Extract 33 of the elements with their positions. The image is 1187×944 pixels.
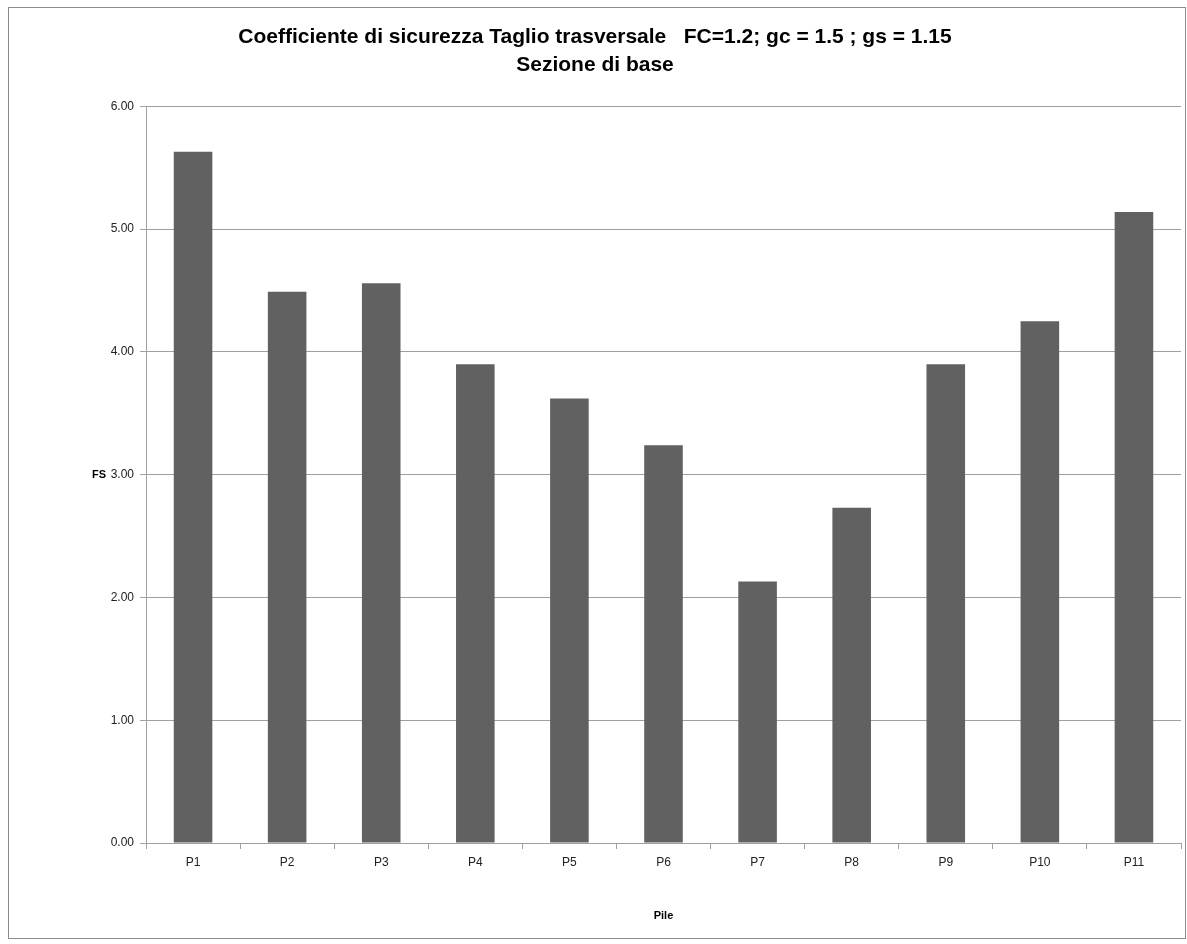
y-tick-label: 4.00 [110, 344, 135, 359]
x-tick-label: P1 [185, 854, 201, 869]
y-axis-title: FS [91, 467, 106, 480]
bar [832, 507, 871, 843]
bar [926, 364, 966, 843]
bar [173, 151, 213, 843]
bar [550, 398, 589, 843]
x-tick-label: P7 [750, 854, 766, 869]
x-axis-title: Pile [653, 909, 674, 922]
chart-title: Coefficiente di sicurezza Taglio trasversale FC=1.2; gc = 1.5 ; gs = 1.15 [238, 24, 952, 48]
bar [1114, 211, 1154, 843]
x-tick-label: P8 [844, 854, 860, 869]
y-tick-label: 1.00 [110, 712, 135, 727]
y-tick-label: 5.00 [110, 221, 135, 236]
y-tick-label: 0.00 [110, 835, 135, 850]
x-tick-label: P6 [656, 854, 672, 869]
x-tick-label: P5 [562, 854, 578, 869]
bar [738, 581, 777, 843]
x-tick-label: P4 [467, 854, 483, 869]
bar [456, 364, 495, 843]
x-tick-label: P10 [1029, 854, 1051, 869]
bar [1020, 321, 1060, 843]
bar [644, 445, 683, 843]
x-tick-label: P2 [279, 854, 295, 869]
bar [361, 283, 401, 843]
x-tick-label: P11 [1123, 854, 1145, 869]
y-tick-label: 2.00 [110, 589, 135, 604]
y-tick-label: 3.00 [110, 467, 135, 482]
chart-subtitle: Sezione di base [516, 51, 674, 75]
x-tick-label: P3 [373, 854, 389, 869]
y-tick-label: 6.00 [110, 98, 135, 113]
x-tick-label: P9 [938, 854, 954, 869]
bar [267, 291, 307, 843]
